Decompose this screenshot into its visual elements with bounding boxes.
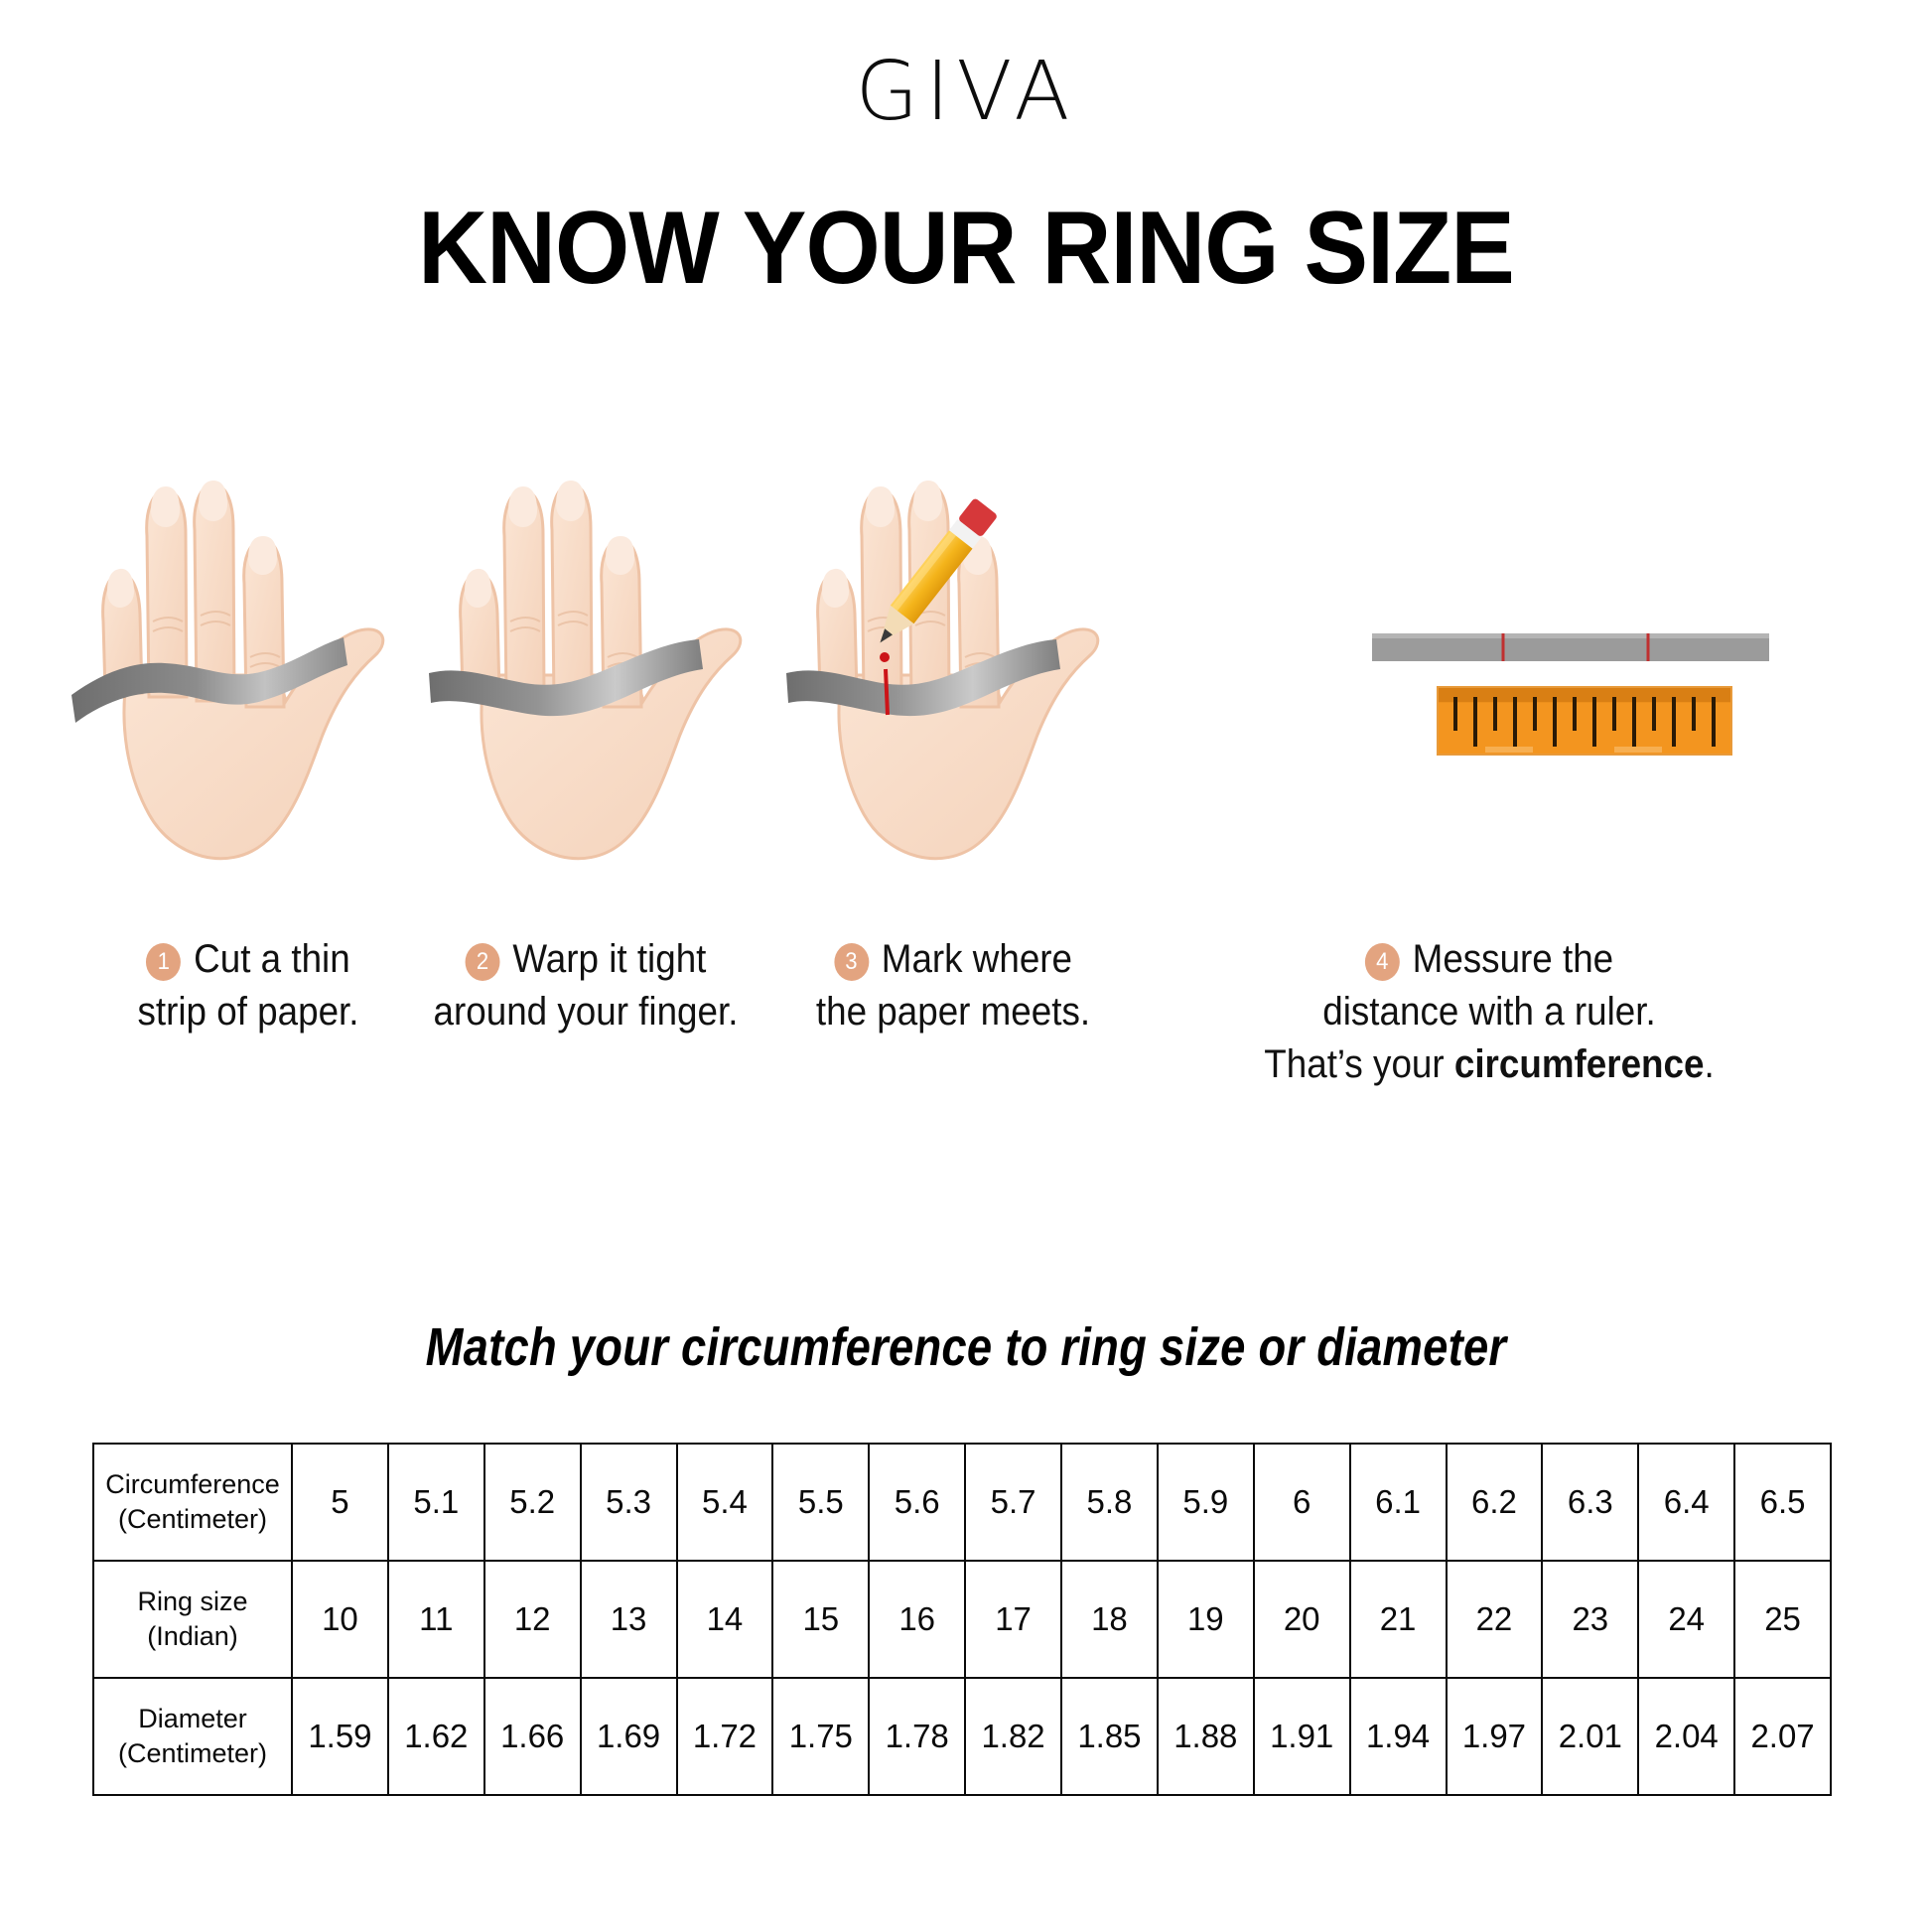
cell-ring-size-6: 16 <box>868 1560 967 1679</box>
cell-diameter-11: 1.94 <box>1348 1677 1448 1796</box>
cell-ring-size-15: 25 <box>1733 1560 1832 1679</box>
step-text-3-line2: the paper meets. <box>815 989 1091 1034</box>
cell-ring-size-14: 24 <box>1637 1560 1736 1679</box>
cell-ring-size-13: 23 <box>1541 1560 1640 1679</box>
cell-ring-size-1: 11 <box>386 1560 485 1679</box>
cell-circumference-10: 6 <box>1252 1443 1351 1562</box>
cell-circumference-14: 6.4 <box>1637 1443 1736 1562</box>
row-header-ring-size-line1: Ring size <box>137 1587 248 1617</box>
cell-circumference-11: 6.1 <box>1348 1443 1448 1562</box>
cell-circumference-12: 6.2 <box>1445 1443 1544 1562</box>
hand-with-pencil-icon <box>784 427 1142 864</box>
step-text-2-line1: Warp it tight <box>512 937 707 981</box>
cell-ring-size-7: 17 <box>964 1560 1062 1679</box>
cell-circumference-5: 5.5 <box>771 1443 871 1562</box>
step-number-badge-4: 4 <box>1364 943 1400 981</box>
step-text-4-line3-prefix: That’s your <box>1264 1041 1454 1086</box>
cell-diameter-15: 2.07 <box>1733 1677 1832 1796</box>
cell-diameter-3: 1.69 <box>579 1677 678 1796</box>
row-header-ring-size-line2: (Indian) <box>147 1621 238 1651</box>
cell-diameter-8: 1.85 <box>1060 1677 1159 1796</box>
row-header-diameter-line2: (Centimeter) <box>117 1738 268 1768</box>
cell-ring-size-9: 19 <box>1156 1560 1255 1679</box>
cell-circumference-1: 5.1 <box>386 1443 485 1562</box>
cell-ring-size-8: 18 <box>1060 1560 1159 1679</box>
step-captions: 1 Cut a thin strip of paper. 2 Warp it tig… <box>0 933 1932 1172</box>
cell-diameter-0: 1.59 <box>291 1677 389 1796</box>
cell-ring-size-2: 12 <box>483 1560 582 1679</box>
cell-diameter-2: 1.66 <box>483 1677 582 1796</box>
row-header-circumference-line1: Circumference <box>105 1469 280 1500</box>
step-text-4-line3: That’s your circumference. <box>1124 1038 1855 1091</box>
ruler-body <box>1437 686 1732 756</box>
hand-with-paper-strip-icon <box>69 427 427 864</box>
step-text-4-line1: Messure the <box>1412 937 1614 981</box>
cell-circumference-0: 5 <box>291 1443 389 1562</box>
cell-diameter-9: 1.88 <box>1156 1677 1255 1796</box>
step-number-badge-3: 3 <box>833 943 869 981</box>
cell-diameter-5: 1.75 <box>771 1677 871 1796</box>
cell-ring-size-12: 22 <box>1445 1560 1544 1679</box>
cell-ring-size-0: 10 <box>291 1560 389 1679</box>
ruler-with-strip-icon <box>1360 427 1797 864</box>
cell-ring-size-3: 13 <box>579 1560 678 1679</box>
measured-paper-strip <box>1372 633 1769 661</box>
cell-diameter-6: 1.78 <box>868 1677 967 1796</box>
cell-diameter-10: 1.91 <box>1252 1677 1351 1796</box>
ring-size-table: Circumference (Centimeter) 5 5.1 5.2 5.3… <box>92 1443 1832 1796</box>
cell-circumference-2: 5.2 <box>483 1443 582 1562</box>
cell-ring-size-5: 15 <box>771 1560 871 1679</box>
cell-circumference-4: 5.4 <box>675 1443 774 1562</box>
table-row-ring-size: Ring size (Indian) 10 11 12 13 14 15 16 … <box>92 1560 1832 1679</box>
cell-diameter-12: 1.97 <box>1445 1677 1544 1796</box>
step-text-4-line2: distance with a ruler. <box>1322 989 1656 1034</box>
cell-diameter-4: 1.72 <box>675 1677 774 1796</box>
step-caption-4: 4 Messure the distance with a ruler. That… <box>1124 933 1855 1090</box>
row-header-circumference: Circumference (Centimeter) <box>92 1443 293 1562</box>
cell-diameter-13: 2.01 <box>1541 1677 1640 1796</box>
step-text-2-line2: around your finger. <box>433 989 739 1034</box>
hand-wrapping-strip-icon <box>427 427 784 864</box>
cell-circumference-6: 5.6 <box>868 1443 967 1562</box>
cell-ring-size-11: 21 <box>1348 1560 1448 1679</box>
step-caption-3: 3 Mark where the paper meets. <box>770 933 1136 1038</box>
cell-circumference-13: 6.3 <box>1541 1443 1640 1562</box>
cell-circumference-8: 5.8 <box>1060 1443 1159 1562</box>
step-number-badge-1: 1 <box>146 943 182 981</box>
page-title: KNOW YOUR RING SIZE <box>418 191 1515 306</box>
cell-diameter-14: 2.04 <box>1637 1677 1736 1796</box>
circumference-keyword: circumference <box>1453 1041 1705 1086</box>
cell-diameter-1: 1.62 <box>386 1677 485 1796</box>
step-caption-1: 1 Cut a thin strip of paper. <box>74 933 422 1038</box>
step-number-badge-2: 2 <box>465 943 500 981</box>
cell-ring-size-10: 20 <box>1252 1560 1351 1679</box>
steps-illustrations <box>0 427 1932 983</box>
table-row-diameter: Diameter (Centimeter) 1.59 1.62 1.66 1.6… <box>92 1677 1832 1796</box>
step-text-3-line1: Mark where <box>881 937 1073 981</box>
table-row-circumference: Circumference (Centimeter) 5 5.1 5.2 5.3… <box>92 1443 1832 1562</box>
step-text-4-line3-suffix: . <box>1704 1041 1715 1086</box>
row-header-ring-size: Ring size (Indian) <box>92 1560 293 1679</box>
row-header-diameter: Diameter (Centimeter) <box>92 1677 293 1796</box>
brand-logo: GIVA <box>855 45 1077 139</box>
step-text-1-line2: strip of paper. <box>137 989 359 1034</box>
cell-circumference-7: 5.7 <box>964 1443 1062 1562</box>
table-section-title: Match your circumference to ring size or… <box>425 1317 1507 1377</box>
ring-size-table-body: Circumference (Centimeter) 5 5.1 5.2 5.3… <box>92 1443 1832 1796</box>
cell-diameter-7: 1.82 <box>964 1677 1062 1796</box>
cell-circumference-9: 5.9 <box>1156 1443 1255 1562</box>
row-header-circumference-line2: (Centimeter) <box>117 1504 268 1534</box>
step-caption-2: 2 Warp it tight around your finger. <box>394 933 777 1038</box>
cell-circumference-3: 5.3 <box>579 1443 678 1562</box>
row-header-diameter-line1: Diameter <box>138 1704 247 1734</box>
step-text-1-line1: Cut a thin <box>194 937 350 981</box>
cell-ring-size-4: 14 <box>675 1560 774 1679</box>
cell-circumference-15: 6.5 <box>1733 1443 1832 1562</box>
